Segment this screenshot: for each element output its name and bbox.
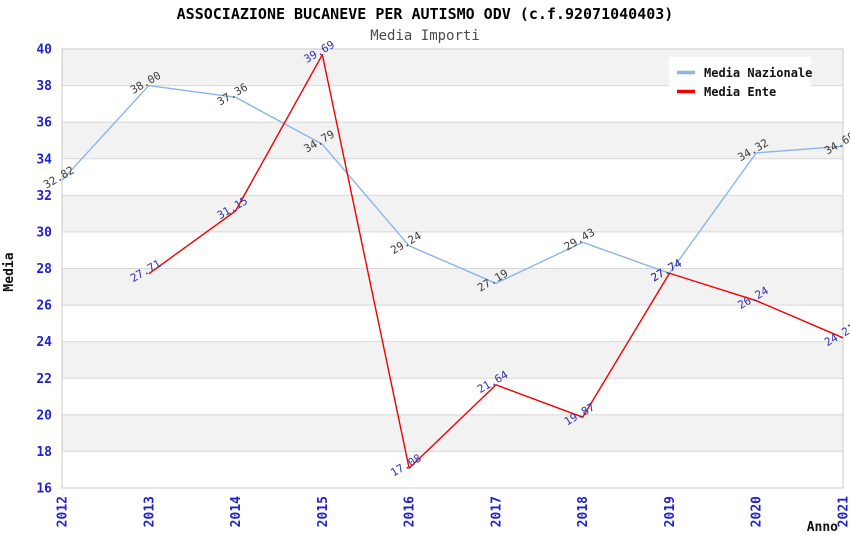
y-tick-label: 40 <box>36 43 52 58</box>
y-tick-label: 20 <box>36 408 52 423</box>
x-tick-label: 2013 <box>142 496 157 527</box>
plot-band <box>62 195 843 232</box>
plot-band <box>62 122 843 159</box>
axes-layer: 16 18 20 22 24 26 28 30 32 34 36 38 40 2012 2013 2014 20… <box>36 43 850 528</box>
y-tick-label: 32 <box>36 189 52 204</box>
y-tick-label: 36 <box>36 116 52 131</box>
y-tick-label: 22 <box>36 372 52 387</box>
legend-item-media-ente: Media Ente <box>677 85 776 99</box>
data-label-series-0: 29.24 <box>388 229 424 257</box>
legend-label-media-ente: Media Ente <box>704 85 776 99</box>
x-tick-label: 2014 <box>229 496 244 527</box>
chart-subtitle: Media Importi <box>370 28 480 44</box>
x-tick-label: 2017 <box>489 496 504 527</box>
y-tick-label: 24 <box>36 335 52 350</box>
y-tick-label: 38 <box>36 79 52 94</box>
x-tick-label: 2015 <box>316 496 331 527</box>
legend-label-media-nazionale: Media Nazionale <box>704 66 812 80</box>
y-tick-label: 18 <box>36 445 52 460</box>
x-tick-label: 2019 <box>663 496 678 527</box>
plot-band <box>62 341 843 379</box>
series-line-0 <box>61 84 844 285</box>
plot-band <box>62 268 843 306</box>
plot-band <box>62 414 843 452</box>
y-tick-label: 30 <box>36 225 52 240</box>
x-tick-label: 2016 <box>403 496 418 527</box>
chart-title: ASSOCIAZIONE BUCANEVE PER AUTISMO ODV (c… <box>177 5 674 23</box>
x-tick-label: 2012 <box>56 496 71 527</box>
y-tick-label: 28 <box>36 262 52 277</box>
legend: Media Nazionale Media Ente <box>669 57 812 103</box>
legend-box <box>669 57 811 103</box>
y-tick-label: 34 <box>36 152 52 167</box>
series-line-1 <box>148 53 844 469</box>
data-label-series-0: 32.82 <box>41 164 76 192</box>
y-tick-label: 16 <box>36 482 52 497</box>
legend-item-media-nazionale: Media Nazionale <box>677 66 812 80</box>
x-tick-label: 2020 <box>750 496 765 527</box>
y-axis-title: Media <box>2 252 17 291</box>
plot-border <box>61 48 844 489</box>
x-axis-title: Anno <box>807 520 838 535</box>
x-tick-label: 2018 <box>576 496 591 527</box>
y-tick-label: 26 <box>36 299 52 314</box>
x-tick-label: 2021 <box>837 496 850 527</box>
